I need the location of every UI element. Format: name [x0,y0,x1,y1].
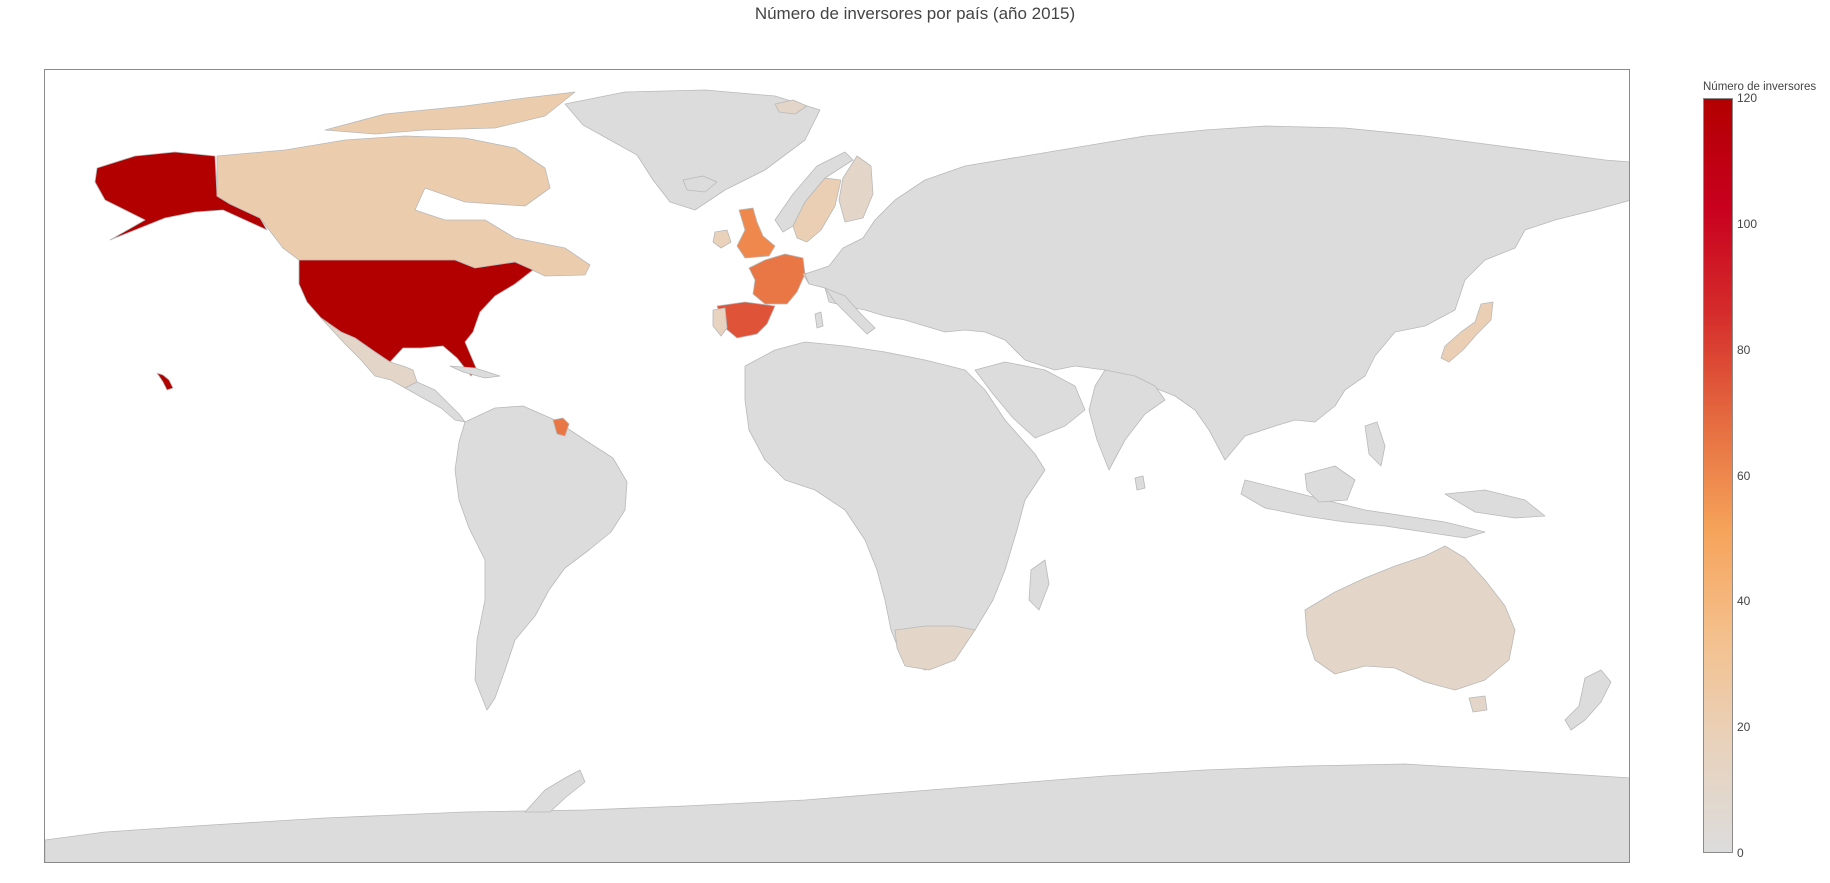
colorbar [1703,98,1733,853]
country-iceland[interactable] [682,175,718,193]
country-eurasia[interactable] [804,125,1630,461]
country-greenland[interactable] [564,89,821,211]
colorbar-tick-label: 40 [1737,594,1751,609]
colorbar-tick-label: 120 [1737,91,1758,105]
colorbar-tick-label: 80 [1737,342,1751,357]
country-spain[interactable] [716,301,776,339]
country-antarctica[interactable] [45,763,1630,863]
country-mexico[interactable] [320,317,418,389]
country-india[interactable] [1088,369,1166,471]
country-central-america[interactable] [404,381,466,423]
country-uk[interactable] [736,207,776,259]
country-australia[interactable] [1304,545,1516,691]
country-south-africa[interactable] [894,625,976,671]
country-arabia[interactable] [974,361,1086,439]
country-italy[interactable] [824,287,876,335]
country-new-guinea[interactable] [1444,489,1546,519]
country-finland[interactable] [838,155,874,223]
country-philippines[interactable] [1364,421,1386,467]
country-canada-islands[interactable] [324,91,576,135]
country-sri-lanka[interactable] [1134,475,1146,491]
colorbar-tick-label: 60 [1737,468,1751,483]
country-antarctica-peninsula[interactable] [524,769,586,813]
colorbar-title: Número de inversores [1703,81,1817,93]
country-french-guiana[interactable] [552,417,570,437]
country-usa-hawaii[interactable] [156,372,174,391]
colorbar-tick-label: 0 [1737,846,1744,860]
country-borneo[interactable] [1304,465,1356,503]
country-madagascar[interactable] [1028,559,1050,611]
chart-title: Número de inversores por país (año 2015) [754,4,1076,23]
country-canada[interactable] [216,135,591,277]
country-south-america[interactable] [454,405,628,711]
country-cuba[interactable] [449,365,501,379]
colorbar-tick-label: 20 [1737,720,1751,735]
country-france[interactable] [748,253,806,305]
country-svalbard[interactable] [774,99,808,115]
country-tasmania[interactable] [1468,695,1488,713]
country-japan[interactable] [1440,301,1494,363]
country-usa-alaska[interactable] [94,151,268,241]
country-new-zealand[interactable] [1564,669,1612,731]
country-portugal[interactable] [712,307,728,337]
country-uk-sardinia[interactable] [814,311,824,329]
colorbar-tick-label: 100 [1737,216,1758,231]
country-sweden[interactable] [792,177,842,243]
country-indonesia[interactable] [1240,479,1486,539]
country-africa[interactable] [744,341,1046,671]
country-ireland[interactable] [712,229,732,249]
country-norway[interactable] [774,151,854,233]
map-area[interactable] [44,69,1630,863]
country-usa[interactable] [298,259,534,377]
